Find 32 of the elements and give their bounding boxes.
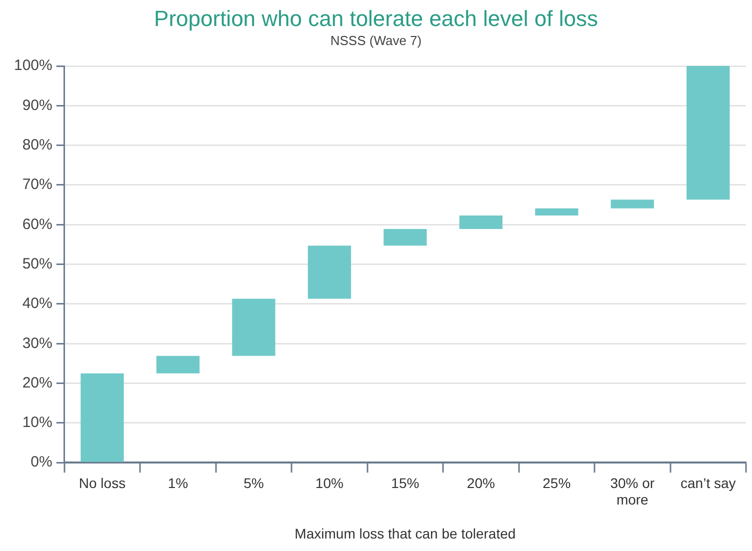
x-tick-label: No loss — [78, 474, 126, 491]
bar — [686, 66, 730, 200]
x-tick-label: 5% — [244, 474, 264, 491]
y-tick-label: 50% — [22, 255, 52, 272]
x-tick-label: 1% — [168, 474, 188, 491]
x-axis-title: Maximum loss that can be tolerated — [294, 525, 516, 542]
y-tick-label: 70% — [22, 176, 52, 194]
y-tick-label: 30% — [22, 334, 52, 352]
bar — [384, 229, 427, 246]
y-tick-label: 40% — [22, 295, 52, 312]
y-tick-label: 80% — [22, 136, 52, 154]
y-tick-label: 20% — [22, 374, 52, 392]
bar — [610, 200, 654, 208]
x-tick-label: 30% or more — [610, 474, 655, 508]
x-tick-label: 20% — [466, 474, 495, 491]
bar — [232, 298, 276, 356]
x-tick-label: 10% — [315, 474, 344, 491]
bar — [459, 216, 503, 230]
bar — [156, 356, 200, 374]
x-tick-label: 25% — [542, 474, 571, 491]
bar — [535, 208, 578, 216]
y-tick-label: 60% — [22, 216, 52, 233]
chart-title: Proportion who can tolerate each level of loss — [153, 6, 599, 32]
chart-subtitle: NSSS (Wave 7) — [329, 33, 423, 48]
x-tick-label: can’t say — [680, 474, 736, 491]
y-tick-label: 10% — [22, 414, 52, 432]
y-tick-label: 90% — [22, 96, 52, 114]
bar — [308, 246, 352, 299]
y-tick-label: 100% — [14, 57, 52, 74]
x-tick-label: 15% — [391, 474, 420, 491]
y-tick-label: 0% — [30, 454, 52, 471]
bar — [80, 373, 124, 462]
